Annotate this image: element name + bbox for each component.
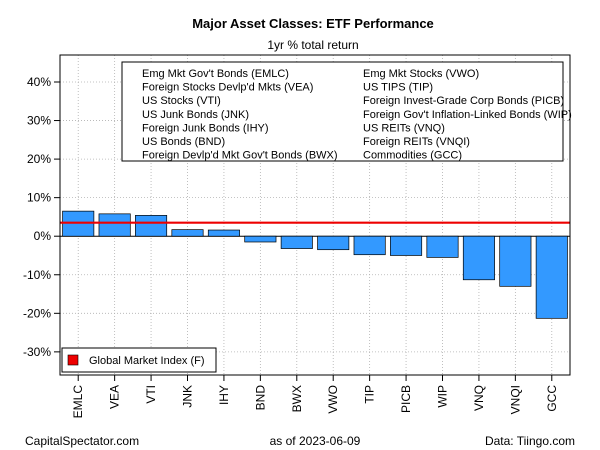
bar-vnqi [499,235,532,287]
top-legend-box [121,61,564,162]
legend-entry: Foreign Invest-Grade Corp Bonds (PICB) [363,95,564,107]
legend-entry: US Bonds (BND) [142,136,225,148]
y-tick-label: 0% [34,229,52,243]
x-tick-label: VNQ [472,385,486,411]
legend-column-1: Emg Mkt Gov't Bonds (EMLC) Foreign Stocks… [142,68,338,162]
bottom-legend: Global Market Index (F) [61,347,217,373]
x-axis: EMLC VEA VTI JNK IHY BND BWX VWO TIP PICB WIP VNQ VN… [71,375,559,418]
legend-entry: Foreign Gov't Inflation-Linked Bonds (WI… [363,109,572,121]
x-tick-label: WIP [436,385,450,408]
bar-wip [426,235,459,258]
y-tick-label: -20% [23,306,51,320]
legend-entry: Emg Mkt Gov't Bonds (EMLC) [142,68,289,80]
x-tick-label: VEA [108,385,122,409]
x-tick-label: EMLC [71,385,85,419]
x-tick-label: TIP [363,385,377,404]
footer-source-right: Data: Tiingo.com [485,434,575,448]
bar-ihy [207,229,240,237]
footer-date: as of 2023-06-09 [270,434,361,448]
x-tick-label: VWO [326,385,340,414]
y-tick-label: 20% [27,152,51,166]
x-tick-label: JNK [181,385,195,408]
legend-entry: US Junk Bonds (JNK) [142,109,249,121]
legend-entry: Foreign Devlp'd Mkt Gov't Bonds (BWX) [142,150,338,162]
bar-tip [353,235,386,256]
bars [62,210,568,319]
x-tick-label: GCC [545,385,559,412]
legend-entry: Commodities (GCC) [363,150,462,162]
bar-picb [390,235,423,256]
legend-entry: US Stocks (VTI) [142,95,221,107]
legend-entry: Foreign REITs (VNQI) [363,136,470,148]
legend-entry: Foreign Stocks Devlp'd Mkts (VEA) [142,82,313,94]
bar-bnd [244,235,277,243]
bar-bwx [280,235,313,249]
x-tick-label: IHY [217,385,231,405]
bottom-legend-box [61,347,217,373]
y-tick-label: -10% [23,268,51,282]
y-tick-label: -30% [23,345,51,359]
bar-vea [98,213,131,237]
x-tick-label: VNQI [508,385,522,414]
legend-column-2: Emg Mkt Stocks (VWO)US TIPS (TIP)Foreign… [363,68,572,162]
y-tick-label: 30% [27,114,51,128]
top-legend: Emg Mkt Gov't Bonds (EMLC) Foreign Stocks… [121,61,572,162]
y-axis: -30% -20% -10% 0% 10% 20% 30% 40% [23,75,60,359]
chart-title: Major Asset Classes: ETF Performance [192,16,434,31]
legend-entry: Emg Mkt Stocks (VWO) [363,68,479,80]
chart-subtitle: 1yr % total return [267,38,358,52]
legend-entry: US REITs (VNQ) [363,122,445,134]
legend-entry: Foreign Junk Bonds (IHY) [142,122,269,134]
footer-source-left: CapitalSpectator.com [25,434,139,448]
x-tick-label: VTI [144,385,158,404]
bar-vti [135,215,168,237]
legend-label: Global Market Index (F) [89,355,205,367]
bar-vnq [462,235,495,281]
bar-jnk [171,229,204,237]
x-tick-label: BWX [290,385,304,412]
x-tick-label: BND [253,385,267,411]
plot-frame [59,54,571,376]
bar-gcc [535,235,568,319]
y-tick-label: 10% [27,191,51,205]
legend-swatch [67,354,79,366]
legend-entry: US TIPS (TIP) [363,82,433,94]
bar-vwo [317,235,350,251]
y-tick-label: 40% [27,75,51,89]
x-tick-label: PICB [399,385,413,413]
